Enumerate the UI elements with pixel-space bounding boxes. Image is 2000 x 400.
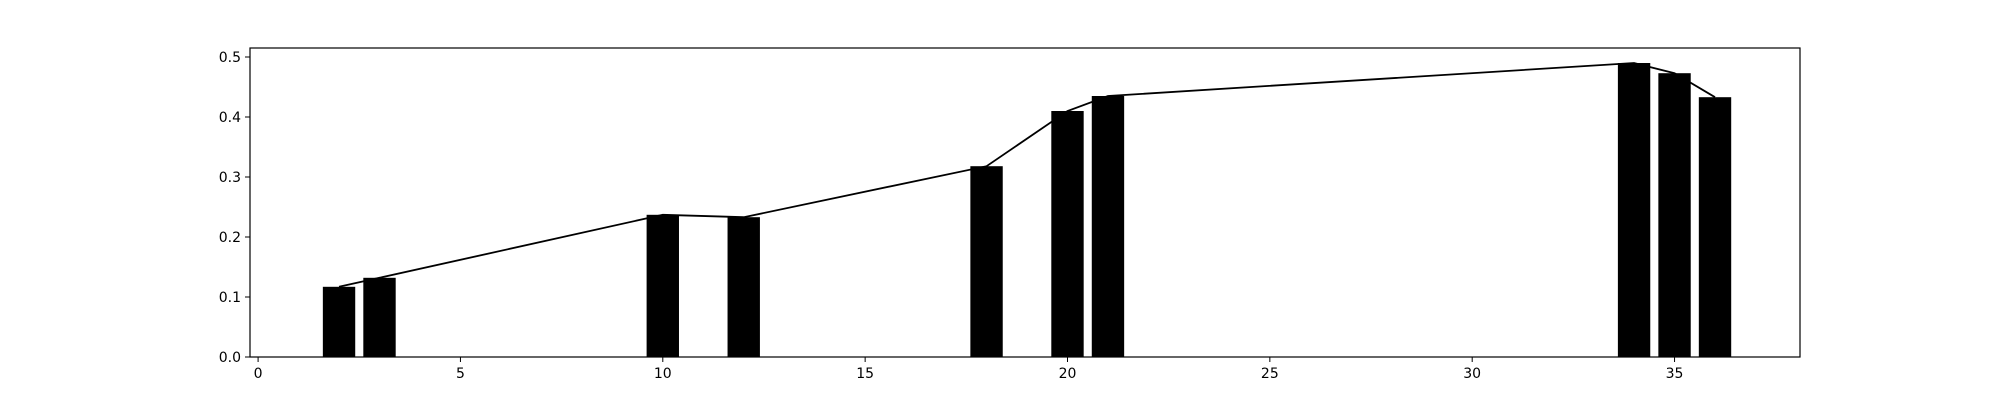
- x-tick-label: 30: [1463, 366, 1481, 382]
- x-tick-label: 5: [456, 366, 465, 382]
- bar-9: [1698, 97, 1732, 357]
- y-tick-label: 0.5: [219, 50, 241, 66]
- bar-1: [363, 277, 396, 357]
- line-group: [338, 62, 1716, 288]
- bar-4: [970, 166, 1003, 357]
- x-axis: 0 5 10 15 20 25 30 35: [254, 357, 1684, 382]
- x-tick-label: 20: [1059, 366, 1077, 382]
- bar-6: [1091, 96, 1125, 357]
- series-line: [338, 62, 1716, 288]
- y-tick-label: 0.1: [219, 290, 241, 306]
- x-tick-label: 10: [654, 366, 672, 382]
- bars-group: [322, 63, 1732, 357]
- bar-8: [1658, 73, 1691, 357]
- bar-3: [727, 217, 760, 357]
- plot-frame: [249, 47, 1801, 358]
- bar-2: [646, 214, 679, 357]
- x-tick-label: 35: [1666, 366, 1684, 382]
- bar-5: [1051, 111, 1084, 357]
- bar-0: [322, 286, 356, 357]
- y-tick-label: 0.2: [219, 230, 241, 246]
- x-tick-label: 0: [254, 366, 263, 382]
- y-axis: 0.0 0.1 0.2 0.3 0.4 0.5: [219, 50, 250, 366]
- x-tick-label: 25: [1261, 366, 1279, 382]
- y-tick-label: 0.0: [219, 350, 241, 366]
- x-tick-label: 15: [856, 366, 874, 382]
- y-tick-label: 0.3: [219, 170, 241, 186]
- bar-7: [1617, 63, 1651, 357]
- y-tick-label: 0.4: [219, 110, 241, 126]
